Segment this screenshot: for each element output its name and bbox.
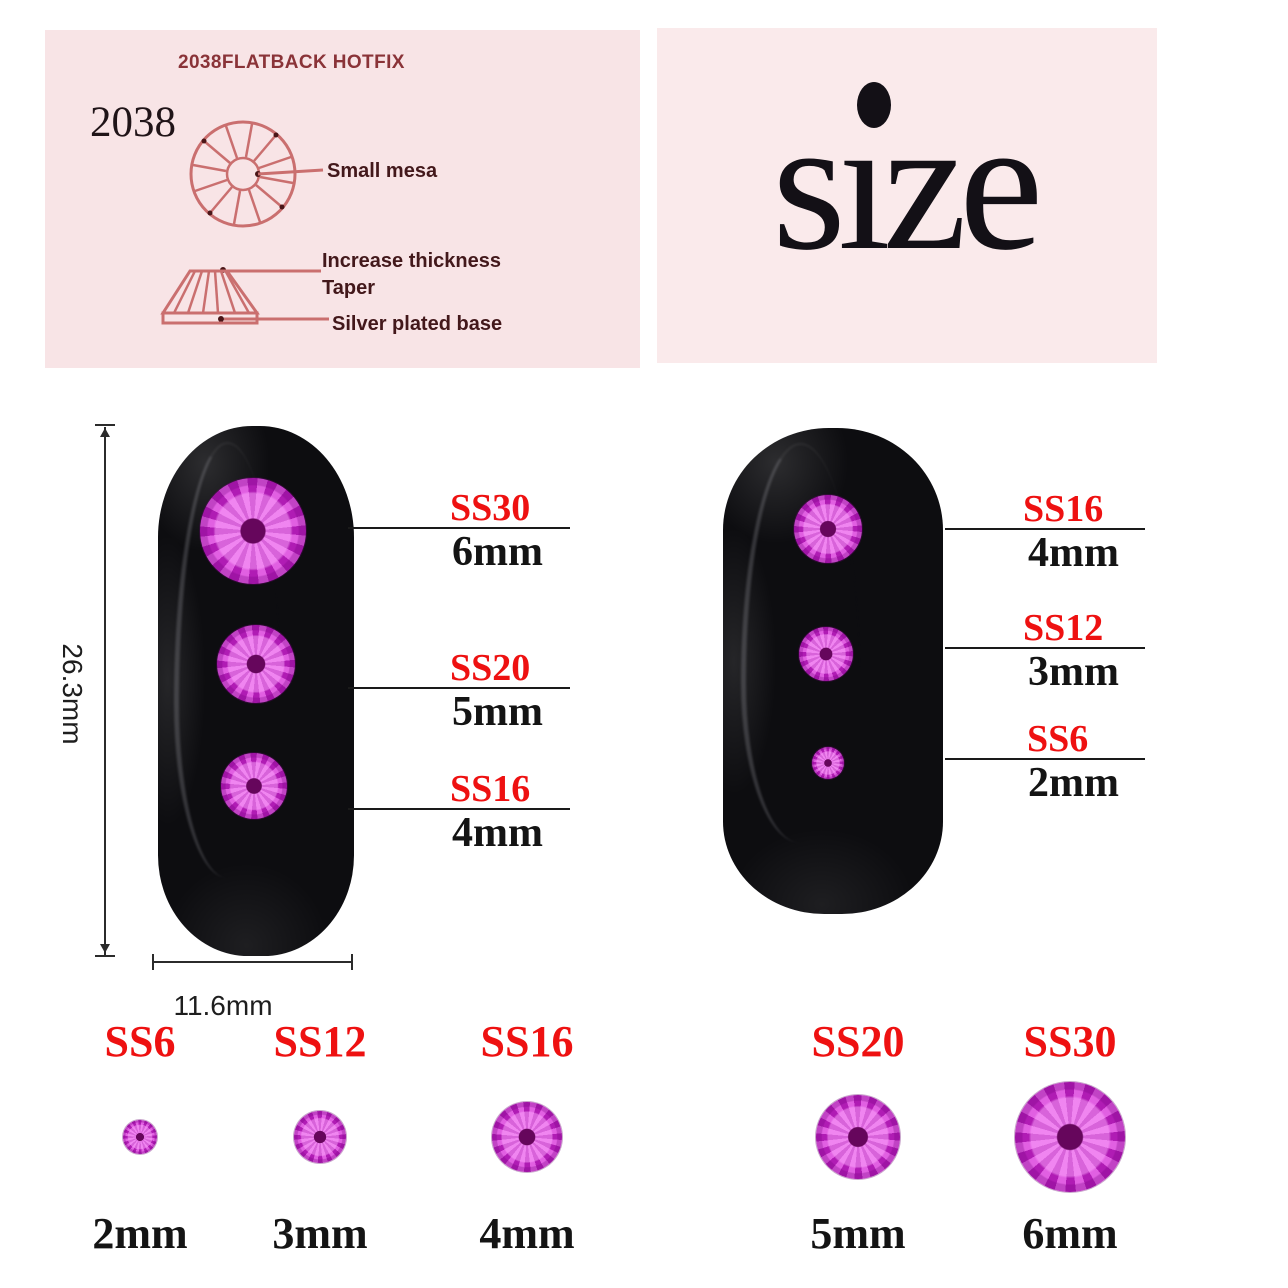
chart-size-code-ss20: SS20	[811, 1017, 905, 1066]
size-code-label-ss6: SS6	[1027, 718, 1089, 760]
length-dimension-top-tick	[95, 424, 115, 426]
rhinestone-ss20	[217, 625, 295, 703]
width-dimension-line	[153, 961, 353, 963]
chart-size-code-ss6: SS6	[104, 1017, 176, 1066]
chart-stone-ss6	[123, 1120, 157, 1154]
chart-size-mm-3mm: 3mm	[272, 1209, 368, 1258]
callout-line-ss30	[348, 527, 570, 529]
chart-size-code-ss12: SS12	[273, 1017, 367, 1066]
width-dimension-left-tick	[152, 954, 154, 970]
info-panel-title: 2038FLATBACK HOTFIX	[178, 52, 405, 73]
size-chart-item-ss30: SS30 6mm	[990, 1020, 1150, 1268]
callout-line-ss12	[945, 647, 1145, 649]
side-view-facet-lines	[172, 270, 251, 314]
arrow-up-icon	[100, 428, 110, 437]
info-panel: 2038FLATBACK HOTFIX 2038	[45, 30, 640, 368]
size-chart-item-ss6: SS6 2mm	[60, 1020, 220, 1268]
chart-stone-ss20	[816, 1095, 900, 1179]
size-code-label-ss16-left: SS16	[450, 768, 531, 810]
size-chart-item-ss20: SS20 5mm	[778, 1020, 938, 1268]
rhinestone-ss16-left	[221, 753, 287, 819]
chart-size-mm-5mm: 5mm	[810, 1209, 906, 1258]
callout-line-ss16-left	[348, 808, 570, 810]
chart-stone-ss16	[492, 1102, 562, 1172]
rhinestone-diagram	[160, 120, 329, 325]
mesa-leader-line	[257, 168, 324, 176]
rhinestone-ss30	[200, 478, 306, 584]
model-number-label: 2038	[90, 99, 176, 146]
size-panel: sıze	[657, 28, 1157, 363]
chart-size-code-ss30: SS30	[1023, 1017, 1117, 1066]
callout-line-ss16-right	[945, 528, 1145, 530]
size-code-label-ss30: SS30	[450, 487, 531, 529]
size-code-label-ss20: SS20	[450, 647, 531, 689]
annotation-taper: Taper	[322, 277, 375, 299]
size-code-label-ss12: SS12	[1023, 607, 1104, 649]
nail-length-label: 26.3mm	[57, 643, 88, 745]
length-dimension-bottom-tick	[95, 955, 115, 957]
size-mm-label-2mm: 2mm	[1028, 760, 1119, 806]
callout-line-ss6	[945, 758, 1145, 760]
chart-stone-ss12	[294, 1111, 346, 1163]
stone-facet-spokes	[192, 123, 294, 225]
size-mm-label-4mm-left: 4mm	[452, 810, 543, 856]
rhinestone-ss16-right	[794, 495, 862, 563]
chart-size-code-ss16: SS16	[480, 1017, 574, 1066]
annotation-small-mesa: Small mesa	[327, 160, 438, 182]
size-mm-label-4mm-right: 4mm	[1028, 530, 1119, 576]
stone-mesa-circle	[225, 156, 261, 192]
callout-line-ss20	[348, 687, 570, 689]
annotation-increase-thickness: Increase thickness	[322, 250, 501, 272]
size-mm-label-5mm: 5mm	[452, 689, 543, 735]
arrow-down-icon	[100, 944, 110, 953]
length-dimension-line	[104, 427, 106, 955]
chart-stone-ss30	[1015, 1082, 1125, 1192]
size-title: sıze	[772, 80, 1043, 290]
size-dot-icon	[857, 82, 891, 128]
size-code-label-ss16-right: SS16	[1023, 488, 1104, 530]
stone-top-view-outline	[189, 120, 297, 228]
size-chart-item-ss16: SS16 4mm	[447, 1020, 607, 1268]
chart-size-mm-4mm: 4mm	[479, 1209, 575, 1258]
size-mm-label-6mm: 6mm	[452, 529, 543, 575]
size-chart-item-ss12: SS12 3mm	[240, 1020, 400, 1268]
width-dimension-right-tick	[351, 954, 353, 970]
chart-size-mm-2mm: 2mm	[92, 1209, 188, 1258]
chart-size-mm-6mm: 6mm	[1022, 1209, 1118, 1258]
rhinestone-ss12	[799, 627, 853, 681]
rhinestone-ss6	[812, 747, 844, 779]
annotation-silver-plated-base: Silver plated base	[332, 313, 503, 335]
size-mm-label-3mm: 3mm	[1028, 649, 1119, 695]
nail-width-label: 11.6mm	[173, 990, 273, 1021]
